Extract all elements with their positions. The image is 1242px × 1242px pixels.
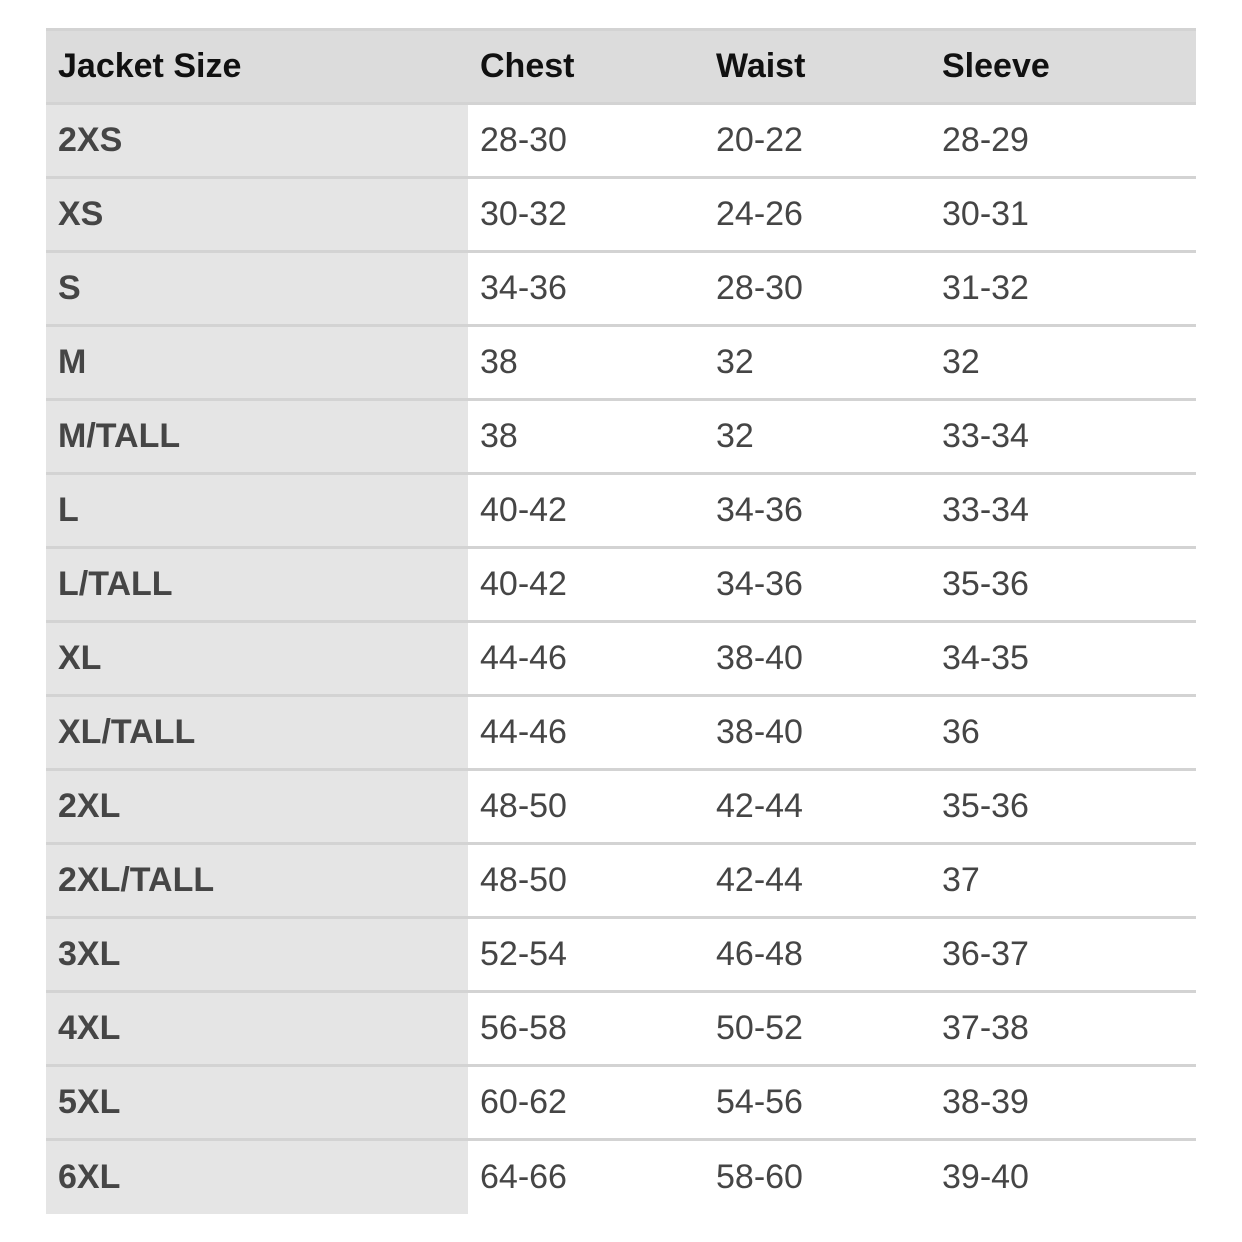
measure-cell: 34-36 bbox=[468, 251, 704, 327]
measure-cell: 30-32 bbox=[468, 177, 704, 253]
measure-cell: 50-52 bbox=[704, 991, 930, 1067]
measure-cell: 44-46 bbox=[468, 695, 704, 771]
measure-cell: 33-34 bbox=[930, 473, 1196, 549]
column-header: Chest bbox=[468, 28, 704, 105]
measure-cell: 32 bbox=[930, 325, 1196, 401]
measure-cell: 56-58 bbox=[468, 991, 704, 1067]
size-cell: S bbox=[46, 251, 468, 327]
size-cell: XS bbox=[46, 177, 468, 253]
measure-cell: 40-42 bbox=[468, 473, 704, 549]
measure-cell: 34-36 bbox=[704, 473, 930, 549]
measure-cell: 42-44 bbox=[704, 769, 930, 845]
measure-cell: 34-35 bbox=[930, 621, 1196, 697]
measure-cell: 35-36 bbox=[930, 547, 1196, 623]
measure-cell: 28-29 bbox=[930, 103, 1196, 179]
measure-cell: 28-30 bbox=[704, 251, 930, 327]
column-header: Waist bbox=[704, 28, 930, 105]
size-chart: Jacket Size Chest Waist Sleeve 2XS 28-30 20-2… bbox=[46, 28, 1196, 1214]
measure-cell: 58-60 bbox=[716, 1157, 803, 1196]
measure-cell: 38-40 bbox=[704, 621, 930, 697]
size-cell: 2XL/TALL bbox=[46, 843, 468, 919]
measure-cell: 30-31 bbox=[930, 177, 1196, 253]
measure-cell: 31-32 bbox=[930, 251, 1196, 327]
measure-cell: 42-44 bbox=[704, 843, 930, 919]
size-cell: L bbox=[46, 473, 468, 549]
measure-cell: 28-30 bbox=[468, 103, 704, 179]
measure-cell: 24-26 bbox=[704, 177, 930, 253]
table-row: 5XL 60-62 54-56 38-39 bbox=[46, 1065, 1196, 1141]
measure-cell: 38-40 bbox=[704, 695, 930, 771]
measure-cell: 20-22 bbox=[704, 103, 930, 179]
size-cell: 6XL bbox=[46, 1139, 468, 1214]
measure-cell: 36 bbox=[930, 695, 1196, 771]
table-row: M 38 32 32 bbox=[46, 325, 1196, 401]
table-row: 3XL 52-54 46-48 36-37 bbox=[46, 917, 1196, 993]
measure-cell: 64-66 bbox=[480, 1157, 567, 1196]
size-cell: 5XL bbox=[46, 1065, 468, 1141]
table-row: XS 30-32 24-26 30-31 bbox=[46, 177, 1196, 253]
size-cell: 2XS bbox=[46, 103, 468, 179]
table-header: Jacket Size Chest Waist Sleeve bbox=[46, 28, 1196, 105]
measure-cell: 60-62 bbox=[468, 1065, 704, 1141]
measure-cell: 32 bbox=[704, 325, 930, 401]
measure-cell: 34-36 bbox=[704, 547, 930, 623]
size-cell: 2XL bbox=[46, 769, 468, 845]
table-row: XL 44-46 38-40 34-35 bbox=[46, 621, 1196, 697]
table-row: S 34-36 28-30 31-32 bbox=[46, 251, 1196, 327]
size-table: Jacket Size Chest Waist Sleeve 2XS 28-30 20-2… bbox=[46, 28, 1196, 1214]
column-header: Sleeve bbox=[930, 28, 1196, 105]
size-cell: M bbox=[46, 325, 468, 401]
size-cell: M/TALL bbox=[46, 399, 468, 475]
size-cell: 3XL bbox=[46, 917, 468, 993]
measure-cell: 33-34 bbox=[930, 399, 1196, 475]
measure-cell: 48-50 bbox=[468, 769, 704, 845]
measure-cell: 54-56 bbox=[704, 1065, 930, 1141]
measure-cell: 37-38 bbox=[930, 991, 1196, 1067]
table-row: L 40-42 34-36 33-34 bbox=[46, 473, 1196, 549]
table-row: 2XL/TALL 48-50 42-44 37 bbox=[46, 843, 1196, 919]
table-row: L/TALL 40-42 34-36 35-36 bbox=[46, 547, 1196, 623]
measure-cell: 37 bbox=[930, 843, 1196, 919]
measure-cell: 44-46 bbox=[468, 621, 704, 697]
measure-cell: 52-54 bbox=[468, 917, 704, 993]
table-body: 2XS 28-30 20-22 28-29 XS 30-32 24-26 30-31 S 34-3… bbox=[46, 103, 1196, 1214]
measure-cell: 35-36 bbox=[930, 769, 1196, 845]
measure-cell: 38 bbox=[468, 399, 704, 475]
table-row: XL/TALL 44-46 38-40 36 bbox=[46, 695, 1196, 771]
table-row: 2XS 28-30 20-22 28-29 bbox=[46, 103, 1196, 179]
measure-cell: 38 bbox=[468, 325, 704, 401]
measure-cell: 46-48 bbox=[704, 917, 930, 993]
size-cell: L/TALL bbox=[46, 547, 468, 623]
measure-cell: 36-37 bbox=[930, 917, 1196, 993]
header-row: Jacket Size Chest Waist Sleeve bbox=[46, 28, 1196, 105]
measure-cell: 48-50 bbox=[468, 843, 704, 919]
column-header: Jacket Size bbox=[46, 28, 468, 105]
size-cell: 4XL bbox=[46, 991, 468, 1067]
measure-cell: 40-42 bbox=[468, 547, 704, 623]
table-row: 2XL 48-50 42-44 35-36 bbox=[46, 769, 1196, 845]
measure-cell: 38-39 bbox=[930, 1065, 1196, 1141]
table-row: M/TALL 38 32 33-34 bbox=[46, 399, 1196, 475]
size-cell: XL/TALL bbox=[46, 695, 468, 771]
table-row: 4XL 56-58 50-52 37-38 bbox=[46, 991, 1196, 1067]
measure-cell: 39-40 bbox=[942, 1157, 1029, 1196]
size-cell: XL bbox=[46, 621, 468, 697]
measure-cell: 32 bbox=[704, 399, 930, 475]
table-row: 6XL 64-66 58-60 39-40 bbox=[46, 1139, 1196, 1214]
